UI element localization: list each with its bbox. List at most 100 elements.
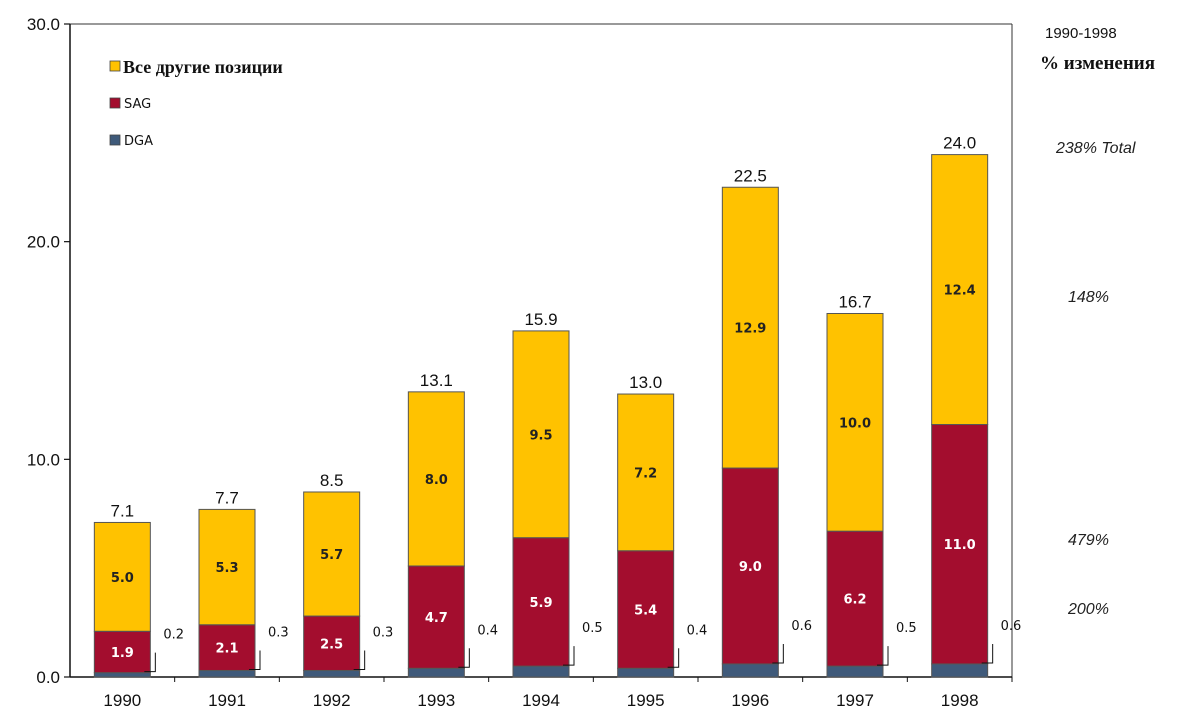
legend-swatch-other bbox=[109, 60, 121, 72]
dga-callout-leader bbox=[877, 646, 889, 666]
bar-total-label: 22.5 bbox=[734, 166, 767, 185]
y-tick-label: 0.0 bbox=[36, 668, 60, 687]
bar-group: 5.4 7.2 0.4 13.0 bbox=[617, 373, 707, 678]
y-tick-label: 20.0 bbox=[27, 233, 60, 252]
bar-total-label: 13.1 bbox=[420, 371, 453, 390]
legend-swatch-dga bbox=[109, 134, 121, 146]
bar-segment-other bbox=[826, 312, 884, 532]
bar-segment-dga bbox=[512, 665, 570, 678]
segment-value-label-sag: 2.5 bbox=[320, 637, 343, 652]
bar-total-label: 24.0 bbox=[943, 134, 976, 153]
x-tick-label: 1997 bbox=[836, 691, 874, 710]
bar-segment-dga bbox=[931, 663, 989, 678]
y-tick-label: 30.0 bbox=[27, 15, 60, 34]
bar-total-label: 7.1 bbox=[111, 501, 135, 520]
bar-segment-dga bbox=[721, 663, 779, 678]
y-axis-ticks: 0.0 10.0 20.0 30.0 bbox=[27, 15, 70, 687]
legend: Все другие позиции SAG DGA bbox=[100, 52, 348, 149]
change-range: 1990-1998 bbox=[1045, 25, 1117, 42]
dga-value-label: 0.5 bbox=[582, 621, 603, 636]
change-dga: 200% bbox=[1067, 601, 1109, 618]
bar-total-label: 13.0 bbox=[629, 373, 662, 392]
bar-segment-dga bbox=[826, 665, 884, 678]
segment-value-label-other: 5.7 bbox=[320, 548, 343, 563]
bar-segment-sag bbox=[826, 530, 884, 667]
bar-segment-other bbox=[512, 330, 570, 539]
x-tick-label: 1991 bbox=[208, 691, 246, 710]
dga-value-label: 0.4 bbox=[477, 623, 498, 638]
bar-group: 2.5 5.7 0.3 8.5 bbox=[303, 471, 394, 678]
segment-value-label-sag: 11.0 bbox=[944, 538, 976, 553]
bar-segment-other bbox=[721, 186, 779, 469]
x-tick-label: 1993 bbox=[417, 691, 455, 710]
bar-group: 5.9 9.5 0.5 15.9 bbox=[512, 310, 603, 678]
segment-value-label-sag: 6.2 bbox=[843, 593, 866, 608]
bar-group: 2.1 5.3 0.3 7.7 bbox=[198, 488, 289, 678]
bar-group: 9.0 12.9 0.6 22.5 bbox=[721, 166, 812, 678]
bar-group: 11.0 12.4 0.6 24.0 bbox=[931, 134, 1022, 678]
segment-value-label-other: 12.4 bbox=[944, 284, 976, 299]
y-tick-label: 10.0 bbox=[27, 450, 60, 469]
legend-swatch-sag bbox=[109, 97, 121, 109]
bar-segment-other bbox=[931, 154, 989, 426]
x-axis-ticks: 1990 1991 1992 1993 1994 1995 1996 1997 1998 bbox=[103, 677, 1013, 710]
change-other: 148% bbox=[1068, 289, 1109, 306]
bar-segment-other bbox=[198, 508, 256, 626]
bar-group: 1.9 5.0 0.2 7.1 bbox=[93, 501, 184, 678]
segment-value-label-other: 9.5 bbox=[529, 428, 552, 443]
bar-segment-sag bbox=[93, 630, 151, 674]
segment-value-label-sag: 5.9 bbox=[529, 596, 552, 611]
bar-segment-sag bbox=[931, 424, 989, 665]
segment-value-label-other: 5.0 bbox=[111, 571, 134, 586]
bar-segment-sag bbox=[303, 615, 361, 671]
bar-segment-sag bbox=[721, 467, 779, 665]
dga-callout-leader bbox=[458, 648, 470, 668]
bar-group: 4.7 8.0 0.4 13.1 bbox=[407, 371, 498, 678]
dga-value-label: 0.2 bbox=[163, 628, 184, 643]
dga-value-label: 0.5 bbox=[896, 621, 917, 636]
bar-segment-other bbox=[303, 491, 361, 617]
bar-total-label: 16.7 bbox=[838, 292, 871, 311]
bar-segment-other bbox=[617, 393, 675, 552]
dga-callout-leader bbox=[563, 646, 575, 666]
segment-value-label-sag: 5.4 bbox=[634, 604, 657, 619]
segment-value-label-sag: 2.1 bbox=[215, 642, 238, 657]
bar-segment-dga bbox=[303, 669, 361, 678]
segment-value-label-sag: 1.9 bbox=[111, 646, 134, 661]
bar-total-label: 15.9 bbox=[524, 310, 557, 329]
legend-background bbox=[100, 52, 348, 82]
dga-value-label: 0.6 bbox=[1001, 619, 1022, 634]
dga-callout-leader bbox=[353, 650, 366, 670]
segment-value-label-other: 8.0 bbox=[425, 473, 448, 488]
legend-label-dga: DGA bbox=[124, 134, 153, 149]
x-tick-label: 1995 bbox=[627, 691, 665, 710]
segment-value-label-sag: 4.7 bbox=[425, 611, 448, 626]
legend-label-other: Все другие позиции bbox=[123, 57, 283, 77]
bar-segment-dga bbox=[407, 667, 465, 678]
x-tick-label: 1994 bbox=[522, 691, 560, 710]
x-tick-label: 1996 bbox=[731, 691, 769, 710]
change-header: % изменения bbox=[1040, 53, 1155, 74]
dga-callout-leader bbox=[144, 652, 156, 673]
dga-callout-leader bbox=[981, 643, 994, 664]
dga-value-label: 0.6 bbox=[791, 619, 812, 634]
bar-total-label: 8.5 bbox=[320, 471, 344, 490]
bar-segment-dga bbox=[198, 669, 256, 678]
segment-value-label-sag: 9.0 bbox=[739, 560, 762, 575]
bar-segment-dga bbox=[617, 667, 675, 678]
bar-segment-other bbox=[93, 521, 151, 632]
segment-value-label-other: 7.2 bbox=[634, 466, 657, 481]
x-tick-label: 1990 bbox=[103, 691, 141, 710]
dga-value-label: 0.3 bbox=[373, 625, 394, 640]
segment-value-label-other: 12.9 bbox=[734, 322, 766, 337]
bar-segment-dga bbox=[93, 672, 151, 678]
x-tick-label: 1998 bbox=[941, 691, 979, 710]
segment-value-label-other: 5.3 bbox=[215, 561, 238, 576]
x-tick-label: 1992 bbox=[313, 691, 351, 710]
segment-value-label-other: 10.0 bbox=[839, 416, 871, 431]
dga-value-label: 0.3 bbox=[268, 625, 289, 640]
bar-total-label: 7.7 bbox=[215, 488, 239, 507]
change-panel: 1990-1998 % изменения 238% Total 148% 47… bbox=[1040, 25, 1155, 618]
bar-group: 6.2 10.0 0.5 16.7 bbox=[826, 292, 917, 678]
dga-callout-leader bbox=[249, 650, 261, 670]
